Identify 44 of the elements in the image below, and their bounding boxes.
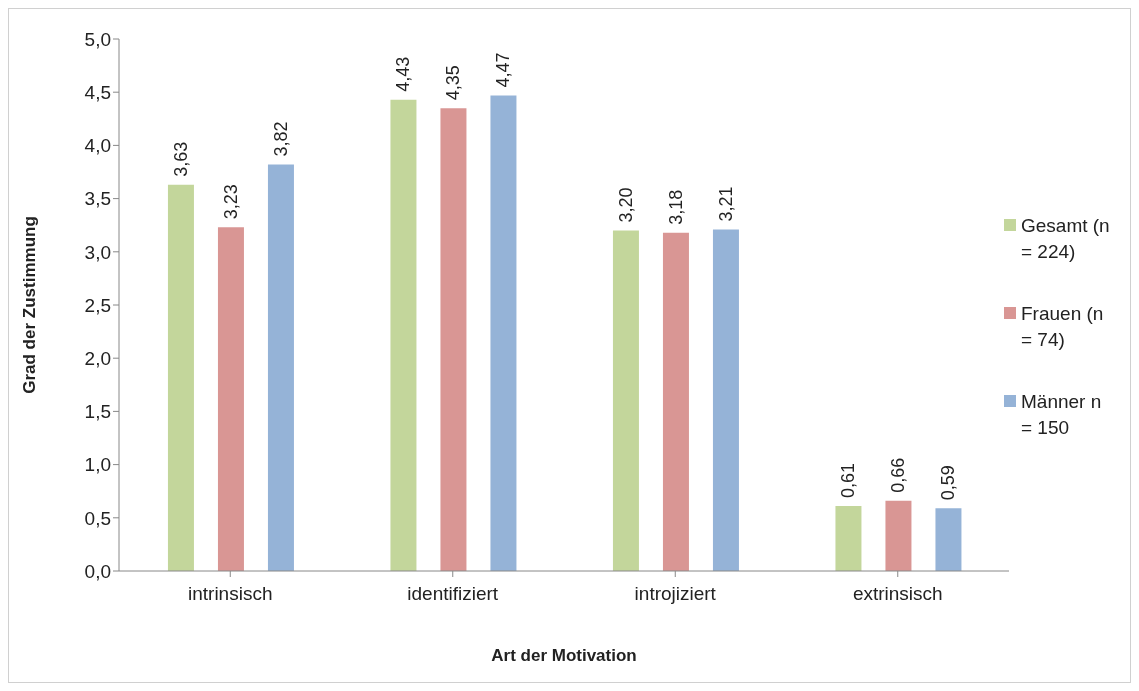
legend-label: Gesamt (n = 224) [1021, 214, 1111, 264]
data-label: 4,43 [393, 56, 414, 92]
y-tick-label: 3,5 [84, 188, 111, 210]
bar [267, 164, 294, 571]
y-tick-label: 2,0 [84, 347, 111, 369]
y-tick-label: 1,0 [84, 454, 111, 476]
y-tick-label: 1,5 [84, 401, 111, 423]
bar [885, 500, 912, 571]
y-tick-label: 3,0 [84, 241, 111, 263]
bar [390, 99, 417, 571]
legend-label: Frauen (n = 74) [1021, 302, 1105, 352]
y-tick-label: 4,5 [84, 81, 111, 103]
data-label: 3,20 [615, 187, 636, 223]
bar [835, 506, 862, 571]
data-label: 3,63 [170, 141, 191, 177]
y-tick-label: 2,5 [84, 294, 111, 316]
y-tick-label: 5,0 [84, 28, 111, 50]
bar [217, 227, 244, 571]
data-label: 0,61 [838, 463, 859, 499]
data-label: 0,59 [938, 465, 959, 501]
x-tick-label: identifiziert [407, 583, 499, 605]
data-label: 3,21 [715, 186, 736, 222]
x-tick-label: introjiziert [634, 583, 717, 605]
bar [935, 508, 962, 571]
data-label: 4,35 [443, 65, 464, 101]
bar [662, 232, 689, 571]
y-tick-label: 4,0 [84, 135, 111, 157]
data-label: 3,18 [665, 189, 686, 225]
x-tick-label: intrinsisch [188, 583, 273, 605]
data-label: 3,23 [220, 184, 241, 220]
bar [167, 184, 194, 571]
y-tick-label: 0,5 [84, 507, 111, 529]
legend-label: Männer n = 150 [1021, 390, 1103, 440]
data-label: 3,82 [270, 121, 291, 157]
bar [490, 95, 517, 571]
bar [440, 108, 467, 571]
x-axis-title: Art der Motivation [491, 646, 637, 665]
bar [612, 230, 639, 571]
x-tick-label: extrinsisch [852, 583, 943, 605]
data-label: 4,47 [493, 52, 514, 88]
bar [712, 229, 739, 571]
data-label: 0,66 [888, 457, 909, 493]
y-tick-label: 0,0 [84, 560, 111, 582]
y-axis-title: Grad der Zustimmung [20, 216, 40, 394]
